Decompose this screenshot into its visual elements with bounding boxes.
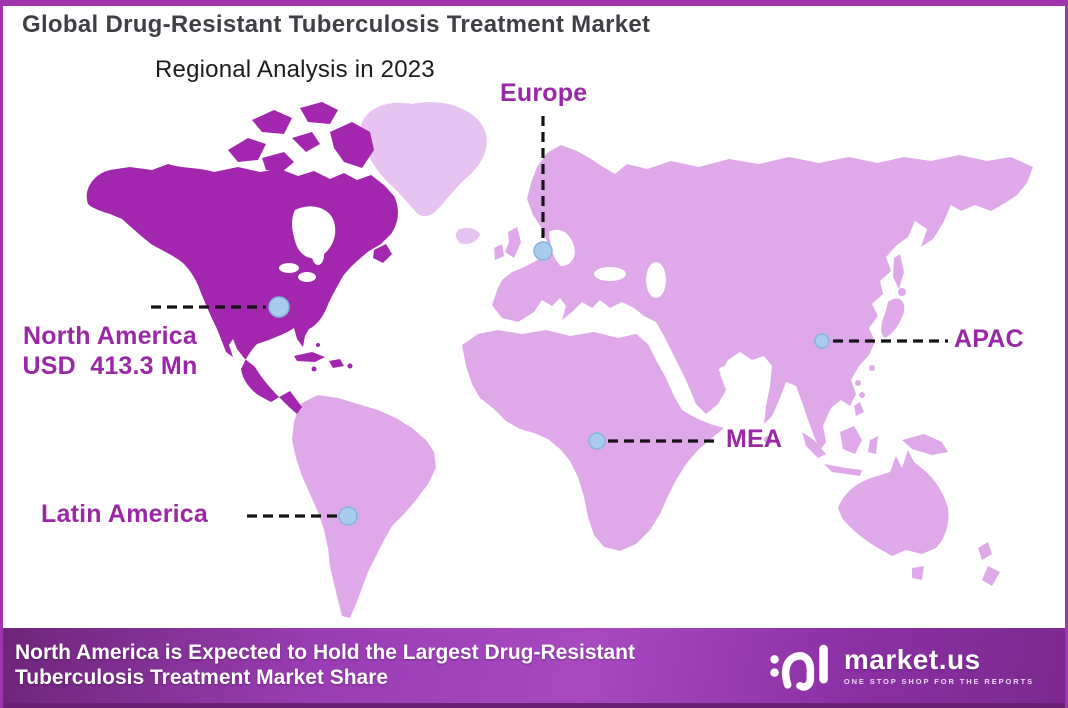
brand-text: market.us ONE STOP SHOP FOR THE REPORTS [843,644,1034,687]
black-sea [594,267,626,281]
frame-right-border [1065,0,1068,708]
madagascar-region [650,470,666,504]
baltic-sea [549,229,575,266]
greenland-region [361,102,487,217]
bahamas-island [316,343,320,347]
north-america-value: USD 413.3 Mn [22,352,198,380]
iceland-region [455,227,480,244]
sakhalin-island [893,254,904,289]
canadian-arctic-islands [228,102,374,172]
new-zealand-region [978,542,1000,586]
caribbean-islands [294,352,344,368]
indonesia-islands [802,426,878,476]
eurasia-region [492,145,1033,450]
latin-america-marker [338,506,358,526]
brand-tagline: ONE STOP SHOP FOR THE REPORTS [843,677,1034,686]
apac-marker [814,333,830,349]
mea-label: MEA [726,425,783,453]
jamaica-island [311,366,317,372]
tasmania-region [912,566,924,580]
footer-headline: North America is Expected to Hold the La… [15,641,636,689]
mea-marker [588,432,606,450]
persian-gulf [719,366,735,374]
puerto-rico-island [347,363,353,369]
europe-marker [533,241,553,261]
north-america-label: North America USD 413.3 Mn [8,321,212,381]
hudson-bay [292,206,336,259]
newfoundland-island [373,244,392,263]
page-title: Global Drug-Resistant Tuberculosis Treat… [22,11,651,38]
uk-region [505,227,521,258]
taiwan-island [869,365,875,371]
south-america-region [292,395,436,618]
james-bay [312,245,324,265]
hokkaido-island [898,288,906,296]
new-guinea-region [902,434,948,455]
north-america-label-name: North America [23,322,197,350]
page-subtitle: Regional Analysis in 2023 [155,56,435,83]
apac-label: APAC [954,325,1024,353]
marketus-brand: market.us ONE STOP SHOP FOR THE REPORTS [767,639,1034,693]
hainan-island [843,389,849,395]
australia-region [838,450,949,556]
marketus-logo-icon [770,644,828,691]
japan-region [881,298,905,338]
philippines-islands [854,380,865,416]
frame-top-border [0,0,1068,6]
ireland-region [494,244,504,260]
frame-left-border [0,0,3,708]
europe-label: Europe [500,79,588,107]
brand-name: market.us [843,644,981,675]
great-lakes [279,263,299,273]
caspian-sea [646,262,666,298]
great-lakes-east [298,272,316,282]
latin-america-label: Latin America [41,500,209,528]
north-america-marker [268,296,290,318]
footer-banner: North America is Expected to Hold the La… [0,628,1068,708]
sri-lanka-island [764,436,772,444]
